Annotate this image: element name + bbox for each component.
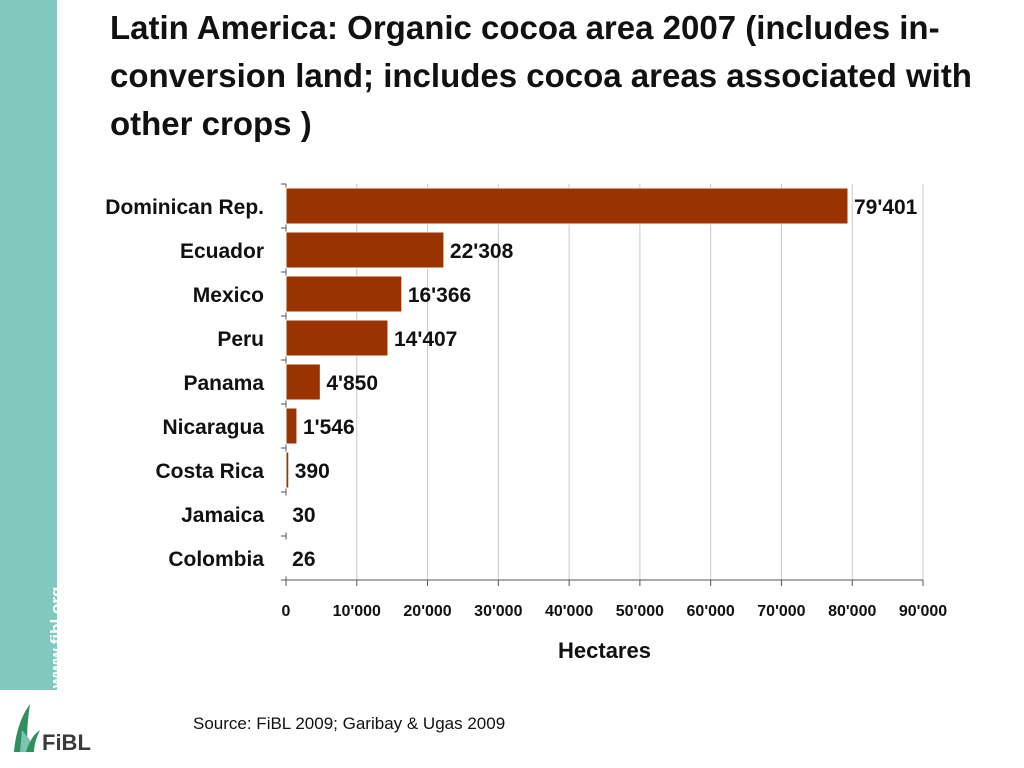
category-label: Panama bbox=[183, 372, 264, 395]
data-label: 4'850 bbox=[326, 372, 378, 395]
slide-title: Latin America: Organic cocoa area 2007 (… bbox=[110, 9, 972, 142]
side-band bbox=[0, 0, 57, 690]
data-label: 16'366 bbox=[408, 284, 471, 307]
x-tick-label: 0 bbox=[282, 603, 291, 620]
data-label: 26 bbox=[292, 548, 315, 571]
bar-chart: 0 10'000 20'000 30'000 40'000 50'000 60'000 70'… bbox=[105, 183, 947, 663]
x-tick-label: 90'000 bbox=[899, 603, 947, 620]
data-label: 30 bbox=[292, 504, 315, 527]
fibl-logo-text: FiBL bbox=[42, 730, 91, 755]
x-tick-label: 80'000 bbox=[828, 603, 876, 620]
x-tick-label: 10'000 bbox=[333, 603, 381, 620]
category-label: Ecuador bbox=[180, 240, 264, 263]
data-label: 79'401 bbox=[854, 196, 918, 219]
data-label: 1'546 bbox=[303, 416, 355, 439]
x-axis-title: Hectares bbox=[558, 638, 651, 663]
category-label: Dominican Rep. bbox=[105, 196, 264, 219]
data-label: 390 bbox=[295, 460, 330, 483]
category-label: Colombia bbox=[168, 548, 264, 571]
bar bbox=[285, 407, 298, 445]
x-tick-label: 50'000 bbox=[616, 603, 664, 620]
bar bbox=[285, 451, 290, 489]
data-label: 14'407 bbox=[394, 328, 457, 351]
source-note: Source: FiBL 2009; Garibay & Ugas 2009 bbox=[193, 714, 506, 733]
x-tick-label: 70'000 bbox=[757, 603, 805, 620]
bar bbox=[285, 363, 321, 401]
bar bbox=[285, 275, 403, 313]
x-tick-label: 40'000 bbox=[545, 603, 593, 620]
bar bbox=[285, 319, 389, 357]
category-label: Peru bbox=[217, 328, 264, 351]
fibl-logo-mark-icon bbox=[14, 704, 40, 752]
x-tick-label: 60'000 bbox=[687, 603, 735, 620]
x-tick-label: 30'000 bbox=[474, 603, 522, 620]
bar bbox=[285, 187, 849, 225]
data-label: 22'308 bbox=[450, 240, 514, 263]
category-label: Jamaica bbox=[181, 504, 264, 527]
category-label: Costa Rica bbox=[155, 460, 264, 483]
bar bbox=[285, 231, 445, 269]
x-tick-label: 20'000 bbox=[403, 603, 451, 620]
category-label: Nicaragua bbox=[162, 416, 264, 439]
category-label: Mexico bbox=[193, 284, 264, 307]
fibl-logo: FiBL bbox=[14, 704, 91, 755]
